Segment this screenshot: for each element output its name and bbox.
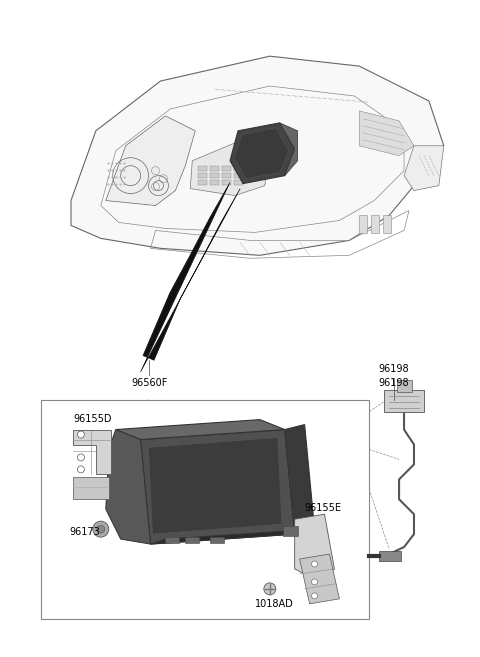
Bar [222, 173, 231, 177]
Polygon shape [404, 146, 444, 191]
Polygon shape [71, 56, 444, 256]
Bar [198, 173, 207, 177]
Bar [166, 537, 180, 543]
Polygon shape [73, 430, 111, 474]
Bar [222, 166, 231, 171]
Bar [234, 173, 243, 177]
Polygon shape [106, 430, 151, 544]
Bar [210, 173, 219, 177]
Circle shape [97, 525, 105, 533]
Bar [384, 390, 424, 412]
Bar [41, 399, 369, 619]
Polygon shape [141, 183, 240, 372]
Polygon shape [151, 529, 314, 544]
Polygon shape [190, 141, 270, 196]
Text: 1018AD: 1018AD [255, 599, 294, 609]
Bar [210, 537, 224, 543]
Circle shape [77, 431, 84, 438]
Polygon shape [234, 128, 288, 179]
Bar [397, 380, 412, 392]
Polygon shape [295, 514, 335, 574]
Circle shape [312, 561, 318, 567]
Polygon shape [116, 420, 285, 440]
Bar [234, 179, 243, 185]
Text: 96198: 96198 [379, 378, 409, 388]
Circle shape [312, 593, 318, 599]
Polygon shape [300, 554, 339, 604]
Text: 96155D: 96155D [73, 414, 111, 424]
Polygon shape [141, 430, 295, 544]
Polygon shape [106, 116, 195, 206]
Polygon shape [73, 478, 109, 499]
Bar [371, 215, 379, 233]
Bar [383, 215, 391, 233]
Text: 96155E: 96155E [305, 503, 342, 513]
Text: 96173: 96173 [69, 527, 100, 537]
Circle shape [93, 521, 109, 537]
Polygon shape [230, 123, 295, 183]
Text: 96198: 96198 [379, 364, 409, 374]
Bar [283, 526, 298, 536]
Bar [234, 166, 243, 171]
Bar [360, 215, 367, 233]
Bar [185, 537, 199, 543]
Bar [222, 179, 231, 185]
Bar [198, 166, 207, 171]
Text: 96560F: 96560F [132, 378, 168, 388]
Circle shape [77, 466, 84, 473]
Polygon shape [148, 438, 282, 534]
Circle shape [264, 583, 276, 595]
Circle shape [312, 579, 318, 585]
Bar [210, 179, 219, 185]
Polygon shape [360, 111, 414, 156]
Polygon shape [285, 424, 314, 534]
Bar [210, 166, 219, 171]
Bar [198, 179, 207, 185]
Bar [379, 551, 401, 561]
Circle shape [77, 454, 84, 461]
Polygon shape [280, 123, 298, 175]
